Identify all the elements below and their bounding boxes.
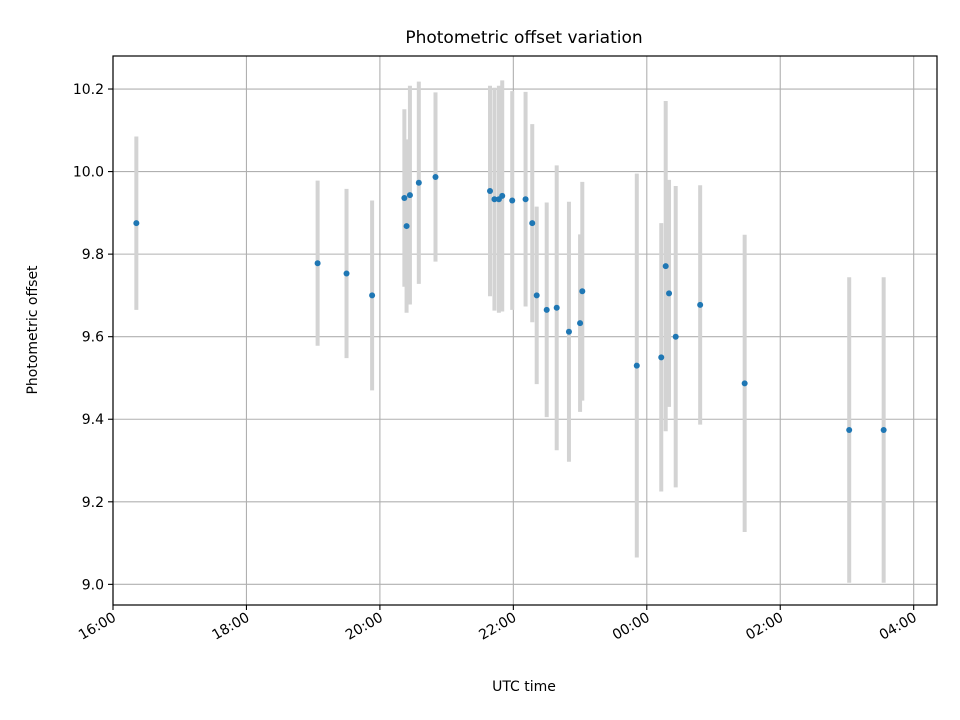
- data-point: [577, 320, 584, 327]
- x-tick-label: 00:00: [610, 610, 653, 644]
- data-point: [553, 304, 560, 311]
- data-point: [415, 179, 422, 186]
- y-tick-label: 10.0: [73, 165, 104, 181]
- y-axis-label: Photometric offset: [25, 265, 41, 395]
- data-point: [369, 292, 376, 299]
- data-point: [633, 362, 640, 369]
- data-point: [529, 220, 536, 227]
- data-point: [565, 328, 572, 335]
- data-point: [432, 173, 439, 180]
- data-point: [846, 426, 853, 433]
- data-point: [133, 220, 140, 227]
- data-point: [491, 196, 498, 203]
- data-point: [666, 290, 673, 297]
- data-point: [499, 192, 506, 199]
- x-tick-label: 02:00: [743, 610, 786, 644]
- data-point: [522, 196, 529, 203]
- data-point: [486, 187, 493, 194]
- y-tick-label: 9.6: [82, 330, 104, 346]
- errorbar-layer: [134, 80, 886, 583]
- data-point: [741, 380, 748, 387]
- y-tick-label: 9.8: [82, 247, 104, 263]
- y-tick-label: 9.4: [82, 412, 104, 428]
- data-point: [314, 260, 321, 267]
- data-point: [672, 333, 679, 340]
- data-point: [880, 426, 887, 433]
- data-point: [662, 263, 669, 270]
- point-layer: [133, 173, 887, 433]
- y-tick-label: 9.2: [82, 495, 104, 511]
- x-tick-label: 04:00: [877, 610, 920, 644]
- chart-title: Photometric offset variation: [405, 28, 642, 48]
- data-point: [509, 197, 516, 204]
- y-tick-label: 10.2: [73, 82, 104, 98]
- data-point: [579, 288, 586, 295]
- data-point: [406, 192, 413, 199]
- x-tick-label: 22:00: [476, 610, 519, 644]
- data-point: [401, 194, 408, 201]
- x-tick-label: 20:00: [343, 610, 386, 644]
- data-point: [343, 270, 350, 277]
- x-tick-label: 18:00: [209, 610, 252, 644]
- data-point: [543, 306, 550, 313]
- data-point: [658, 354, 665, 361]
- x-tick-label: 16:00: [76, 610, 119, 644]
- plot-frame: [112, 55, 938, 606]
- x-axis-label: UTC time: [492, 679, 556, 695]
- data-point: [403, 223, 410, 230]
- data-point: [533, 292, 540, 299]
- data-point: [697, 301, 704, 308]
- y-tick-label: 9.0: [82, 577, 104, 593]
